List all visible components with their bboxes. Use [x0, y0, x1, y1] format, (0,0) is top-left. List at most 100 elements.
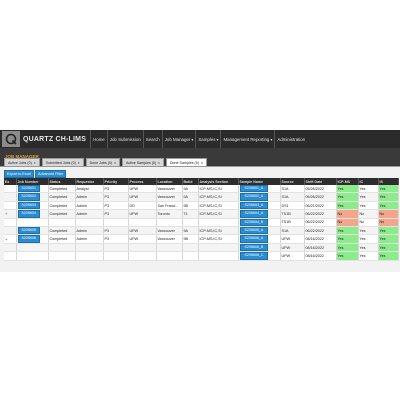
table-row[interactable]: + S23S604 Completed Admin P3 UPW Toronto T1 ICP-…	[4, 209, 399, 219]
job-number-button[interactable]: S23S606	[17, 235, 40, 243]
column-header-build[interactable]: Build	[182, 178, 199, 185]
sample-name-button[interactable]: S23S604_A	[239, 210, 269, 218]
expand-toggle	[4, 185, 17, 194]
table-row[interactable]: S23S602 Completed Admin P3 UPW Vancouver 9A ICP…	[4, 192, 399, 202]
job-number-button[interactable]: S23S601	[17, 185, 40, 192]
table-row[interactable]: + S23S606 Completed Admin P3 UPW Vancouver 9B IC…	[4, 234, 399, 244]
column-header-job-number[interactable]: Job Number	[16, 178, 49, 185]
close-icon[interactable]: x	[33, 160, 36, 165]
job-number: S23S605	[16, 226, 49, 236]
column-header-ic[interactable]: IC	[358, 178, 379, 185]
ic-result: No	[358, 209, 379, 219]
main-nav: Home Job Submission Search Job Manager ▾ …	[90, 130, 307, 148]
shift-date-cell: 06/22/2022	[304, 226, 337, 236]
job-number-button[interactable]: S23S602	[17, 193, 40, 201]
location-cell: Vancouver	[156, 226, 183, 236]
analysis-section-cell: ICP-MS,IC,SI	[198, 226, 239, 236]
analysis-section-cell: ICP-MS,IC,SI	[198, 201, 239, 211]
priority-cell	[103, 218, 129, 228]
table-row[interactable]: S23S601 Completed Analyst P3 UPW Vancouver 9A I…	[4, 185, 399, 194]
priority-cell: P3	[103, 201, 129, 211]
nav-job-submission-label: Job Submission	[109, 136, 141, 142]
column-header-ex[interactable]: Ex	[4, 178, 17, 185]
tab-active-jobs[interactable]: Active Jobs (0) x	[4, 158, 40, 166]
source-cell: TS1B	[280, 218, 305, 228]
source-cell: DS1	[280, 201, 305, 211]
status-cell: Completed	[48, 192, 76, 202]
job-number-button[interactable]: S23S603	[17, 201, 40, 209]
tab-submitted-jobs[interactable]: Submitted Jobs (0) x	[41, 158, 84, 166]
sample-name-button[interactable]: S23S606_A	[239, 235, 269, 243]
job-number: S23S602	[16, 192, 49, 202]
priority-cell: P3	[103, 192, 129, 202]
table-row[interactable]: S23S605 Completed Admin P3 UPW Vancouver 9A ICP…	[4, 226, 399, 236]
tab-done-jobs[interactable]: Done Jobs (0) x	[85, 158, 120, 166]
export-to-excel-button[interactable]: Export to Excel	[4, 170, 35, 178]
advanced-filter-button[interactable]: Advanced Filter	[35, 170, 67, 178]
column-header-source[interactable]: Source	[280, 178, 305, 185]
location-cell: Vancouver	[156, 185, 183, 194]
sample-name-button[interactable]: S23S605_A	[239, 227, 269, 234]
sample-name-button[interactable]: S23S606_B	[239, 243, 269, 251]
column-header-location[interactable]: Location	[156, 178, 183, 185]
tab-done-samples[interactable]: Done Samples (9) x	[165, 158, 207, 166]
analysis-section-cell: ICP-MS,IC,SI	[198, 209, 239, 219]
tab-label: Done Jobs	[89, 160, 107, 165]
shift-date-cell: 08/16/2022	[304, 234, 337, 244]
sample-name-button[interactable]: S23S604_B	[239, 218, 269, 226]
column-header-icp-ms[interactable]: ICP-MS	[336, 178, 359, 185]
nav-home[interactable]: Home	[90, 130, 107, 148]
column-header-is[interactable]: IS	[378, 178, 399, 185]
close-icon[interactable]: x	[158, 160, 160, 165]
icp-ms-result: Yes	[336, 185, 359, 194]
requestor-cell: Analyst	[75, 185, 104, 194]
build-cell: 9B	[182, 201, 199, 211]
nav-job-submission[interactable]: Job Submission	[106, 130, 143, 148]
job-number-button[interactable]: S23S605	[17, 227, 40, 234]
nav-samples[interactable]: Samples ▾	[195, 130, 220, 148]
column-header-requestor[interactable]: Requestor	[75, 178, 104, 185]
sample-name-button[interactable]: S23S602_A	[239, 193, 269, 201]
tab-active-samples[interactable]: Active Samples (0) x	[121, 158, 164, 166]
column-header-shift-date[interactable]: Shift Date	[304, 178, 337, 185]
column-header-priority[interactable]: Priority	[103, 178, 129, 185]
sample-name-button[interactable]: S23S603_A	[239, 201, 269, 209]
sample-name-button[interactable]: S23S601_A	[239, 185, 269, 192]
expand-plus-icon[interactable]: +	[5, 236, 8, 242]
nav-search[interactable]: Search	[142, 130, 162, 148]
analysis-section-cell: ICP-MS,IC,SI	[198, 192, 239, 202]
column-header-process[interactable]: Process	[128, 178, 157, 185]
table-row[interactable]: S23S606_B UPW 08/16/2022 Yes Yes Yes	[4, 243, 399, 253]
is-result: Yes	[378, 226, 399, 236]
close-icon[interactable]: x	[200, 160, 203, 165]
sample-name-button[interactable]: S23S606_C	[239, 252, 269, 260]
icp-ms-result: No	[336, 209, 359, 219]
source-cell: S1A	[280, 185, 305, 194]
table-row[interactable]: S23S603 Completed Admin P3 DD San Franci... 9B…	[4, 201, 399, 211]
table-row[interactable]: S23S604_B TS1B 06/22/2022 No No No	[4, 218, 399, 228]
is-result: Yes	[378, 185, 399, 194]
nav-job-manager[interactable]: Job Manager ▾	[161, 130, 196, 148]
table-row[interactable]: S23S606_C UPW 08/16/2022 Yes Yes Yes	[4, 251, 399, 261]
close-icon[interactable]: x	[114, 160, 116, 165]
build-cell: 9A	[182, 192, 199, 202]
job-number	[16, 251, 49, 261]
quartz-logo	[2, 131, 20, 147]
expand-plus-icon[interactable]: +	[5, 211, 8, 217]
requestor-cell: Admin	[75, 209, 104, 219]
nav-management-reporting[interactable]: Management Reporting ▾	[220, 130, 274, 148]
nav-administration[interactable]: Administration	[274, 130, 307, 148]
status-cell	[48, 243, 76, 253]
job-manager-tabs: Active Jobs (0) x Submitted Jobs (0) x Don…	[4, 158, 209, 166]
ic-result: Yes	[358, 226, 379, 236]
job-number-button[interactable]: S23S604	[17, 210, 40, 218]
column-header-sample-name[interactable]: Sample Name	[238, 178, 281, 185]
location-cell: Toronto	[156, 209, 183, 219]
close-icon[interactable]: x	[77, 160, 80, 165]
shift-date-cell: 08/16/2022	[304, 251, 337, 261]
shift-date-cell: 06/21/2022	[304, 201, 337, 211]
source-cell: TS1B	[280, 209, 305, 219]
column-header-status[interactable]: Status	[48, 178, 76, 185]
column-header-analysis-section[interactable]: Analysis Section	[198, 178, 239, 185]
sample-name: S23S605_A	[238, 226, 281, 236]
